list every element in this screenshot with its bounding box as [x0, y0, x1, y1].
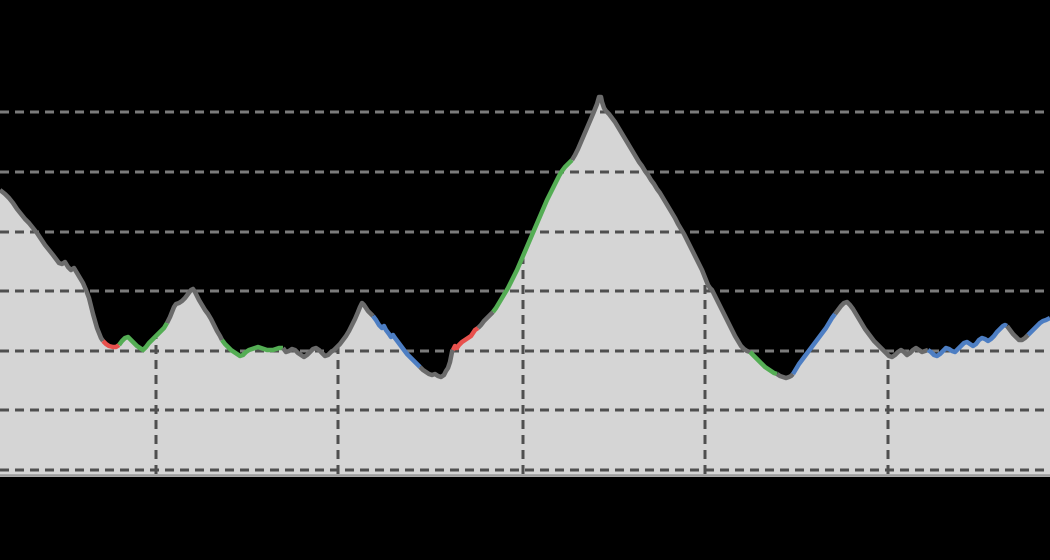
profile-segment-gray [775, 372, 795, 381]
profile-segment-gray [418, 348, 456, 380]
profile-segment-gray [0, 188, 105, 343]
profile-segment-red [101, 339, 121, 350]
profile-segment-red [450, 326, 480, 352]
profile-segment-green [117, 321, 169, 353]
profile-segment-gray [1005, 324, 1030, 343]
profile-segment-blue [371, 314, 422, 369]
terrain-area-fill [0, 97, 1050, 477]
profile-line [0, 94, 1050, 381]
profile-segment-blue [1026, 315, 1050, 337]
profile-segment-gray [164, 286, 225, 342]
profile-segment-green [748, 350, 778, 377]
profile-segment-blue [791, 312, 837, 376]
profile-segment-blue [926, 322, 1009, 359]
profile-segment-green [491, 158, 574, 314]
profile-segment-gray [570, 94, 751, 355]
profile-segment-gray [476, 310, 495, 330]
profile-segment-gray [833, 299, 929, 360]
profile-segment-green [220, 338, 283, 359]
profile-segment-gray [281, 300, 375, 360]
